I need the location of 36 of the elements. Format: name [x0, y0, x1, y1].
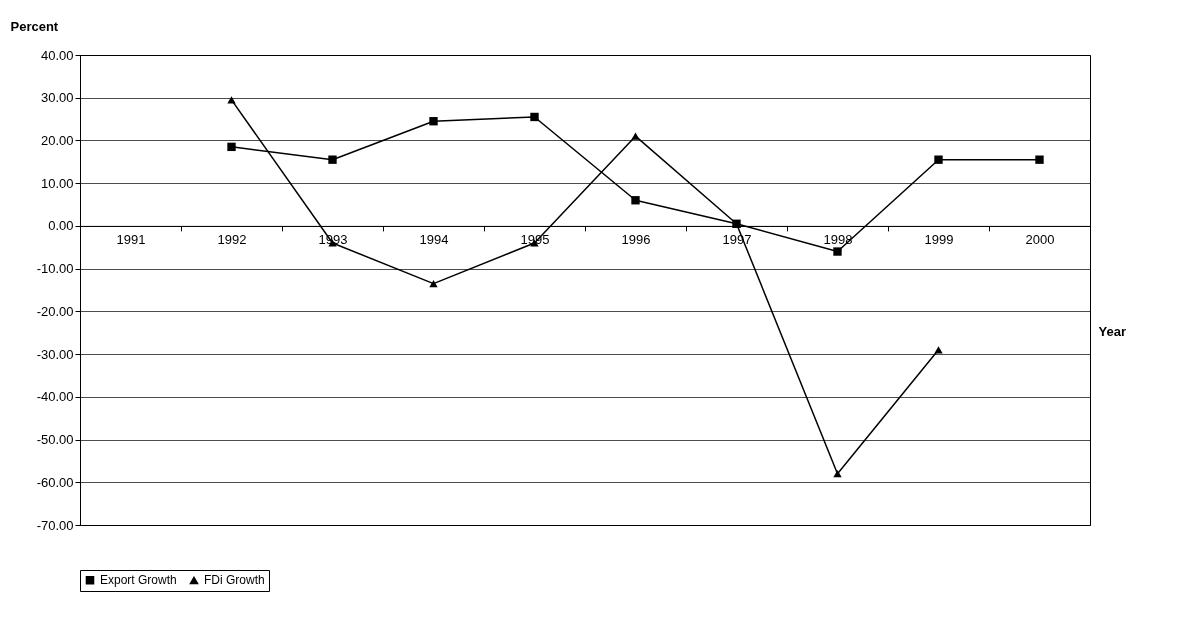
x-tick-label: 1994 — [419, 232, 449, 248]
point — [227, 96, 236, 104]
x-tick-label: 1999 — [924, 232, 954, 248]
y-tick-label: -40.00 — [36, 389, 74, 405]
x-tick-label: 1998 — [823, 232, 853, 248]
y-tick-label: -10.00 — [36, 261, 74, 277]
y-tick-label: -20.00 — [36, 303, 74, 319]
y-tick-label: 10.00 — [40, 175, 74, 191]
point — [328, 155, 337, 164]
x-tick-label: 1991 — [116, 232, 146, 248]
y-tick-label: -50.00 — [36, 432, 74, 448]
legend-label: FDi Growth — [204, 573, 265, 588]
point — [631, 132, 640, 140]
point — [1035, 155, 1044, 164]
point — [530, 112, 539, 122]
y-tick-label: 20.00 — [40, 132, 74, 148]
point — [934, 346, 943, 354]
point — [227, 142, 236, 152]
x-tick-label: 2000 — [1025, 232, 1055, 248]
x-tick-label: 1992 — [217, 232, 247, 248]
y-tick-label: 30.00 — [40, 90, 74, 106]
point — [429, 279, 438, 288]
point — [429, 117, 438, 126]
y-tick-label: -70.00 — [36, 517, 74, 533]
y-tick-label: 40.00 — [40, 47, 74, 63]
x-tick-label: 1996 — [621, 232, 651, 248]
point — [631, 196, 640, 205]
y-axis-title: Percent — [10, 18, 59, 34]
y-tick-label: -30.00 — [36, 346, 74, 362]
y-tick-label: 0.00 — [48, 218, 74, 234]
x-axis-title: Year — [1098, 324, 1126, 340]
y-tick-label: -60.00 — [36, 474, 74, 490]
point — [833, 247, 842, 256]
point — [934, 155, 943, 164]
legend-label: Export Growth — [100, 573, 177, 588]
point — [833, 470, 842, 478]
